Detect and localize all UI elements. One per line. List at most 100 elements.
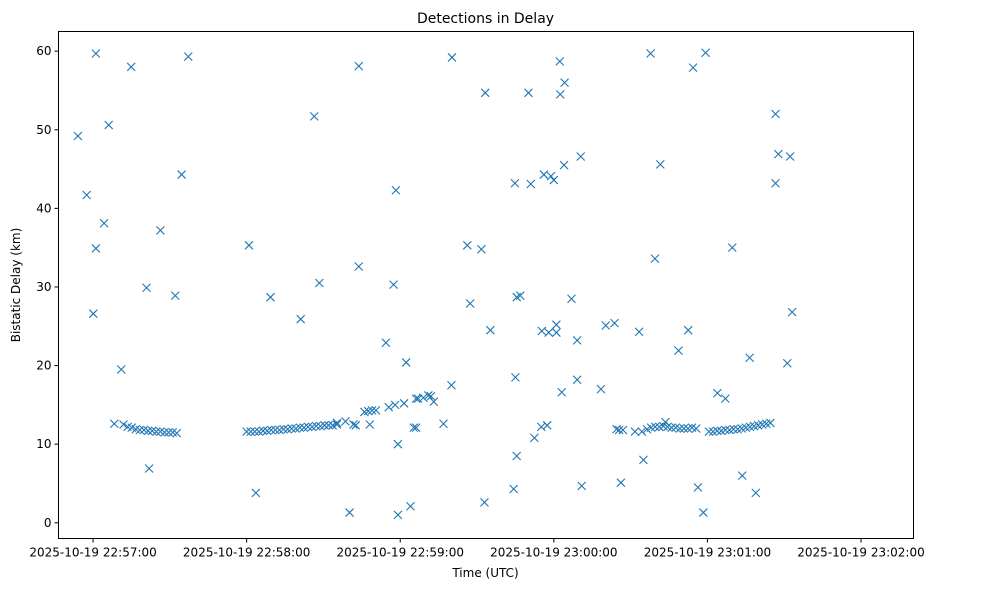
data-point	[116, 365, 126, 374]
data-point	[393, 439, 403, 449]
data-point	[109, 419, 119, 429]
data-point	[354, 61, 364, 71]
data-point	[367, 405, 377, 415]
data-point	[674, 346, 683, 356]
data-point	[637, 427, 647, 436]
data-point	[630, 427, 640, 436]
data-point	[698, 508, 708, 517]
data-point	[119, 420, 128, 429]
data-point	[447, 53, 457, 62]
y-tick-label: 50	[36, 123, 51, 137]
data-point	[135, 425, 145, 435]
data-point	[737, 471, 747, 481]
data-point	[409, 423, 419, 433]
data-point	[704, 427, 714, 436]
data-point	[480, 88, 490, 98]
data-point	[251, 488, 261, 498]
data-point	[462, 240, 472, 250]
data-point	[279, 424, 288, 434]
data-point	[745, 353, 755, 363]
data-point	[618, 425, 628, 435]
data-point	[88, 309, 98, 319]
y-axis-label: Bistatic Delay (km)	[9, 228, 23, 343]
data-point	[634, 327, 644, 337]
data-point	[172, 428, 182, 438]
data-point	[142, 283, 151, 293]
data-point	[509, 484, 519, 494]
data-point	[572, 375, 582, 385]
data-point	[544, 328, 554, 337]
data-point	[320, 420, 329, 430]
data-point	[295, 423, 305, 433]
y-tick-label: 30	[36, 280, 51, 294]
data-point	[572, 336, 582, 345]
data-point	[560, 78, 569, 87]
data-point	[539, 170, 549, 179]
data-point	[512, 451, 522, 461]
data-point	[567, 294, 576, 304]
data-point	[576, 152, 586, 161]
data-point	[713, 388, 722, 398]
x-axis-label: Time (UTC)	[451, 566, 518, 580]
data-point	[332, 420, 342, 429]
data-point	[351, 420, 361, 430]
data-point	[447, 380, 456, 390]
data-point	[559, 160, 569, 170]
data-point	[549, 175, 559, 185]
data-point	[693, 483, 703, 492]
x-tick-label: 2025-10-19 23:02:00	[797, 546, 924, 560]
data-point	[646, 49, 655, 58]
data-point	[510, 178, 520, 188]
data-point	[555, 89, 565, 99]
data-point	[91, 244, 101, 253]
data-point	[542, 420, 552, 430]
data-point	[314, 278, 324, 288]
data-point	[244, 240, 254, 250]
data-point	[616, 478, 626, 488]
data-point	[384, 402, 394, 412]
data-point	[610, 318, 619, 328]
data-point	[655, 159, 665, 169]
data-point	[151, 427, 161, 436]
data-point	[144, 464, 154, 473]
data-point	[546, 171, 556, 181]
data-point	[406, 501, 415, 511]
data-point	[552, 320, 561, 330]
x-tick-label: 2025-10-19 22:58:00	[183, 546, 310, 560]
data-point	[82, 190, 92, 200]
data-point	[477, 244, 486, 254]
data-point	[99, 218, 109, 228]
data-point	[552, 328, 561, 337]
data-markers	[73, 48, 797, 520]
data-point	[465, 299, 475, 308]
data-point	[526, 179, 536, 189]
y-tick-label: 10	[36, 437, 51, 451]
data-point	[73, 131, 83, 141]
axes-frame	[58, 31, 914, 539]
data-point	[771, 109, 780, 119]
data-point	[324, 420, 333, 430]
data-point	[345, 508, 354, 517]
data-point	[701, 48, 711, 58]
data-point	[650, 422, 660, 432]
data-point	[782, 358, 792, 368]
data-point	[266, 292, 275, 302]
data-point	[246, 427, 256, 436]
data-point	[429, 397, 439, 407]
data-point	[536, 422, 546, 432]
data-point	[177, 170, 187, 179]
data-point	[661, 417, 670, 427]
data-point	[266, 425, 276, 435]
data-point	[389, 280, 398, 289]
data-point	[390, 400, 400, 410]
data-point	[512, 292, 522, 302]
data-point	[771, 178, 780, 188]
y-tick-label: 20	[36, 359, 51, 373]
data-point	[537, 326, 547, 336]
data-point	[785, 152, 795, 161]
data-point	[751, 488, 761, 498]
data-point	[371, 405, 381, 415]
data-point	[529, 433, 539, 443]
data-point	[303, 422, 313, 432]
